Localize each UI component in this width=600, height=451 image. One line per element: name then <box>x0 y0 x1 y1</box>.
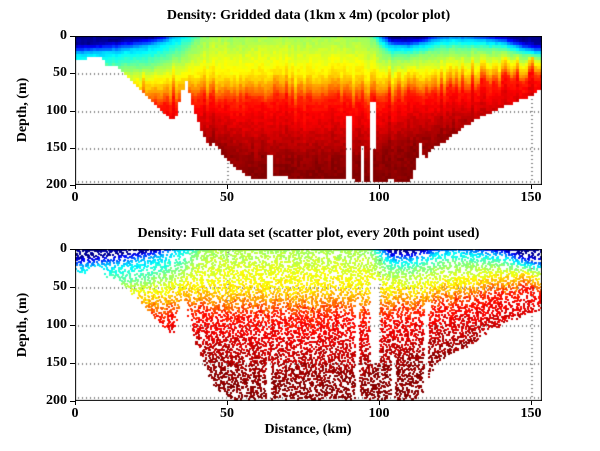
y-tick-mark <box>70 249 75 250</box>
y-tick-mark <box>70 325 75 326</box>
x-tick-mark <box>75 185 76 189</box>
y-tick-mark <box>70 148 75 149</box>
pcolor-plot-area <box>75 36 542 185</box>
y-tick-mark <box>70 287 75 288</box>
y-tick-label: 0 <box>60 28 67 43</box>
x-tick-mark <box>531 185 532 189</box>
y-tick-label: 100 <box>46 317 67 332</box>
y-tick-label: 50 <box>53 65 67 80</box>
y-tick-mark <box>70 36 75 37</box>
y-tick-mark <box>70 401 75 402</box>
y-tick-label: 150 <box>46 355 67 370</box>
y-tick-label: 150 <box>46 140 67 155</box>
y-tick-mark <box>70 363 75 364</box>
x-tick-label: 50 <box>220 406 234 421</box>
x-tick-label: 0 <box>71 190 79 205</box>
y-tick-label: 200 <box>46 177 67 192</box>
x-tick-mark <box>75 401 76 405</box>
scatter-plot-area <box>75 249 542 401</box>
x-tick-mark <box>227 185 228 189</box>
x-axis-label: Distance, (km) <box>264 422 352 437</box>
y-tick-label: 100 <box>46 103 67 118</box>
y-tick-mark <box>70 111 75 112</box>
x-tick-label: 150 <box>520 406 542 421</box>
x-tick-label: 50 <box>220 190 234 205</box>
x-tick-label: 100 <box>368 190 390 205</box>
x-tick-mark <box>227 401 228 405</box>
x-tick-mark <box>379 185 380 189</box>
pcolor-plot-title: Density: Gridded data (1km x 4m) (pcolor… <box>166 8 451 23</box>
x-tick-label: 0 <box>71 406 79 421</box>
y-tick-mark <box>70 73 75 74</box>
x-tick-mark <box>379 401 380 405</box>
y-tick-label: 50 <box>53 279 67 294</box>
x-tick-label: 100 <box>368 406 390 421</box>
x-tick-label: 150 <box>520 190 542 205</box>
y-tick-label: 200 <box>46 393 67 408</box>
y-tick-mark <box>70 185 75 186</box>
scatter-plot-title: Density: Full data set (scatter plot, ev… <box>137 226 480 241</box>
x-tick-mark <box>531 401 532 405</box>
y-tick-label: 0 <box>60 241 67 256</box>
